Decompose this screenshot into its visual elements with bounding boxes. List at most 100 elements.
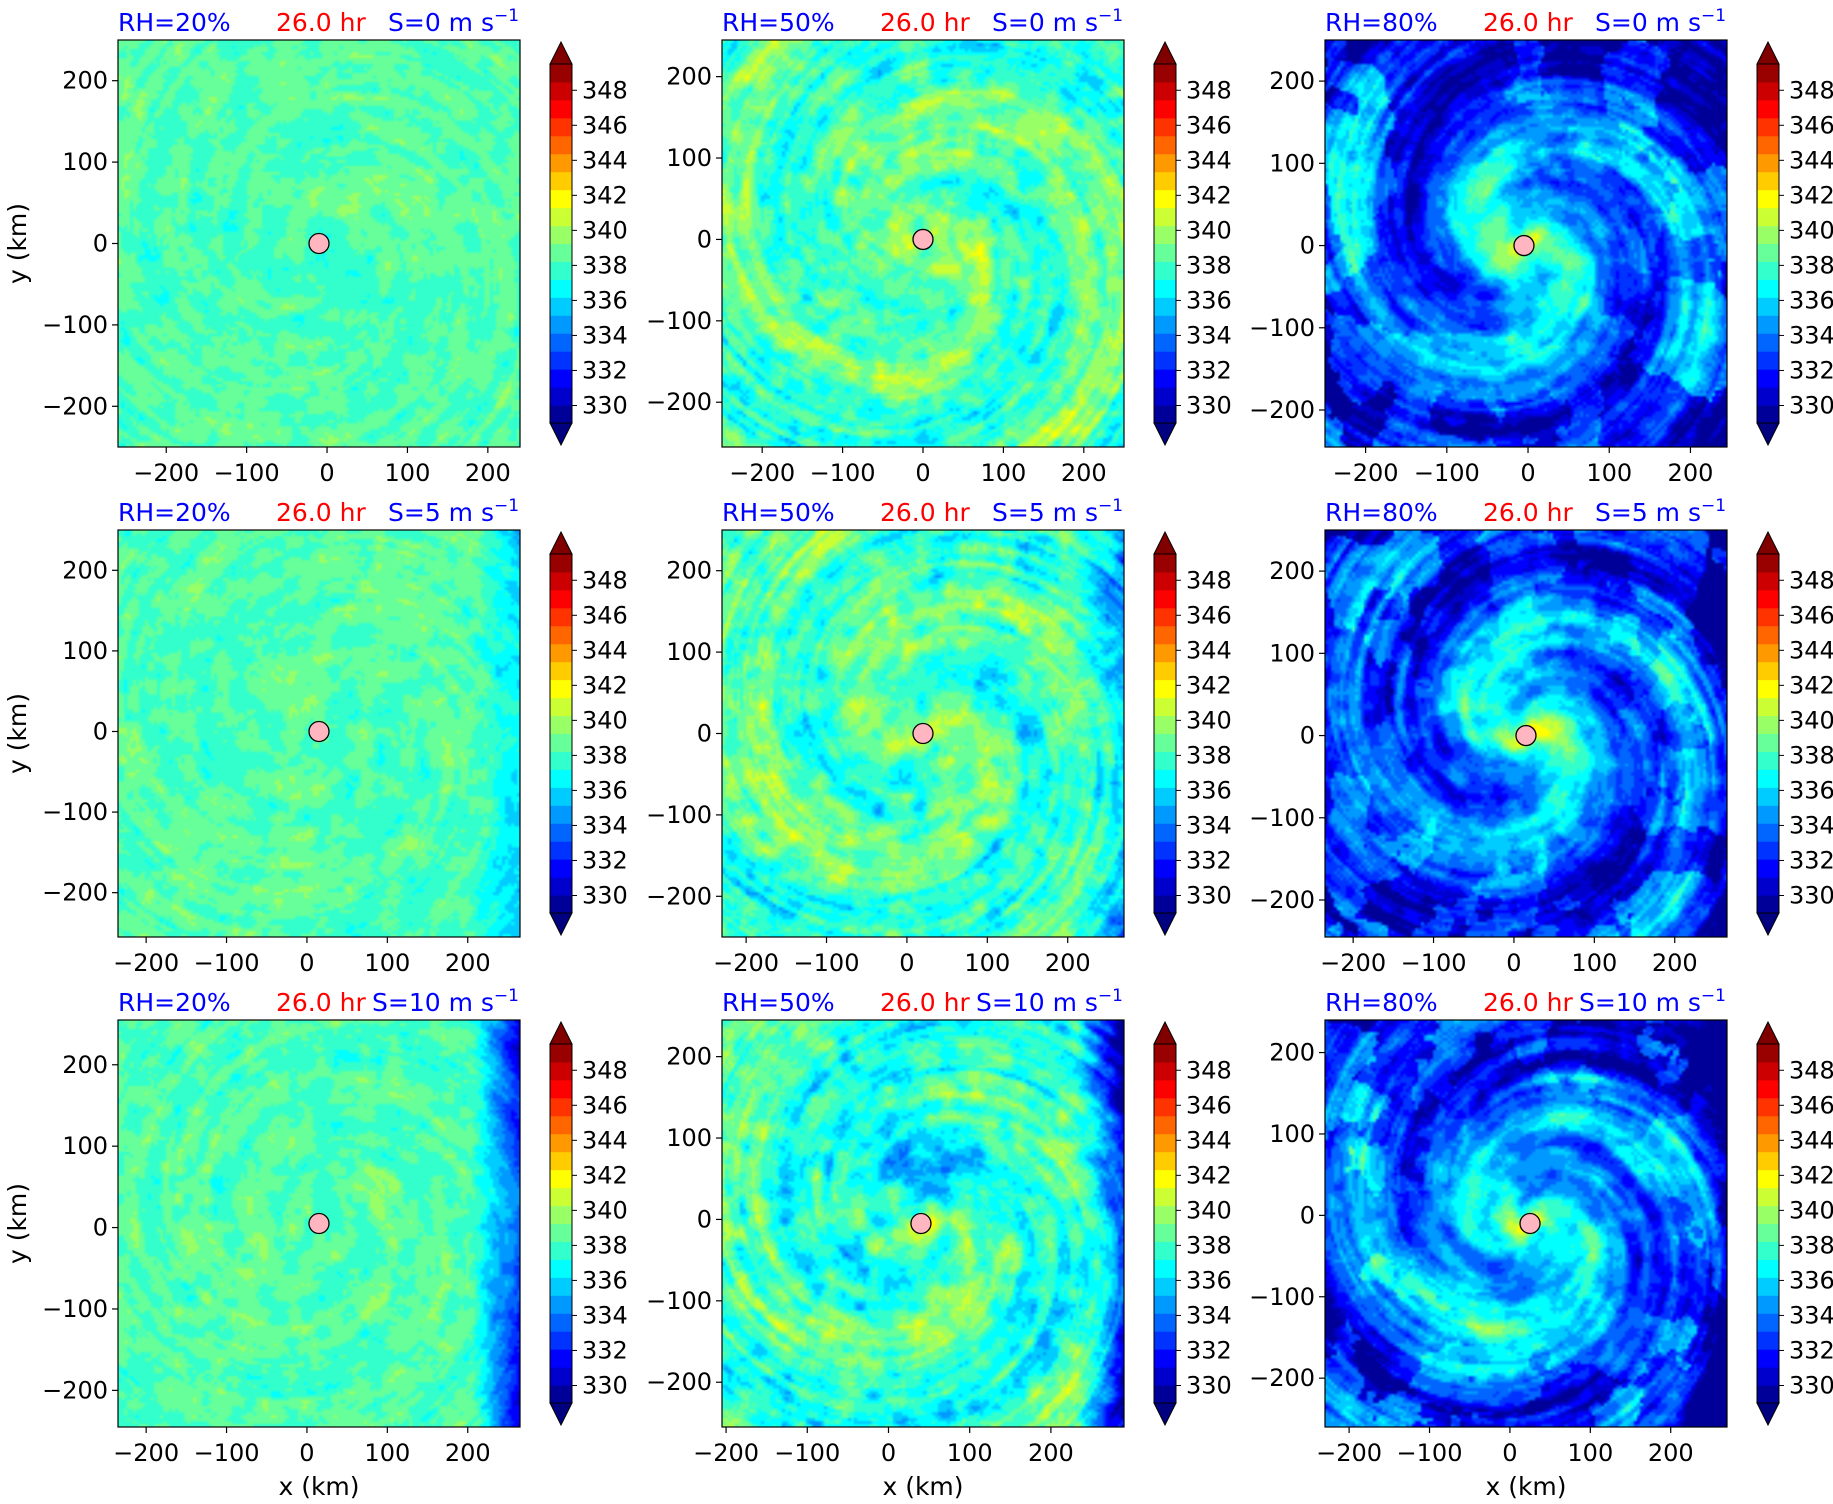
y-tick-label: 100 — [666, 144, 712, 172]
colorbar-frame — [549, 553, 573, 914]
x-tick-label: −100 — [194, 1439, 260, 1467]
y-tick-label: −100 — [646, 801, 712, 829]
colorbar-level — [1757, 1097, 1779, 1117]
time-label: 26.0 hr — [1483, 498, 1573, 527]
colorbar-tick-label: 338 — [582, 1231, 628, 1259]
colorbar-level — [1757, 895, 1779, 914]
colorbar-level — [1757, 405, 1779, 424]
colorbar-level — [1757, 315, 1779, 334]
colorbar-level — [1154, 81, 1176, 101]
y-tick-label: −100 — [42, 1295, 108, 1323]
colorbar-level — [550, 64, 572, 83]
colorbar-tick-label: 346 — [1789, 601, 1833, 629]
colorbar-extend-max — [1153, 1020, 1177, 1045]
colorbar-level — [550, 607, 572, 627]
colorbar-level — [1154, 225, 1176, 244]
colorbar-frame — [549, 1043, 573, 1404]
colorbar-level — [550, 805, 572, 824]
colorbar-tick-label: 336 — [582, 1266, 628, 1294]
y-tick-label: 0 — [1300, 232, 1315, 260]
x-tick-label: 200 — [445, 1439, 491, 1467]
colorbar-tick-label: 338 — [1789, 1231, 1833, 1259]
colorbar-level — [1154, 1349, 1176, 1368]
colorbar-tick-label: 334 — [582, 321, 628, 349]
colorbar-level — [1154, 841, 1176, 860]
colorbar-level — [1154, 1151, 1176, 1171]
time-label: 26.0 hr — [276, 988, 366, 1017]
x-tick-label: −100 — [774, 1439, 840, 1467]
colorbar-tick-label: 338 — [582, 741, 628, 769]
colorbar-level — [550, 643, 572, 663]
colorbar-level — [550, 697, 572, 717]
colorbar-level — [550, 1223, 572, 1242]
y-tick-label: −100 — [1249, 314, 1315, 342]
colorbar-tick-label: 330 — [1186, 1371, 1232, 1399]
colorbar-level — [1154, 207, 1176, 227]
colorbar-level — [550, 571, 572, 591]
shear-label: S=0 m s−1 — [388, 6, 519, 37]
colorbar-tick-label: 342 — [582, 1161, 628, 1189]
colorbar-level — [550, 1367, 572, 1386]
storm-center-marker — [1515, 724, 1537, 747]
colorbar-tick-label: 332 — [1789, 356, 1833, 384]
shear-unit-exponent: −1 — [1701, 6, 1726, 26]
colorbar-level — [550, 859, 572, 878]
shear-unit-exponent: −1 — [494, 986, 519, 1006]
shear-label: S=10 m s−1 — [372, 986, 519, 1017]
y-tick-label: 100 — [666, 1124, 712, 1152]
colorbar-level — [1757, 1259, 1779, 1278]
colorbar-level — [1757, 697, 1779, 717]
x-tick-label: −100 — [1414, 459, 1480, 487]
storm-center-marker — [912, 228, 934, 251]
colorbar-tick-label: 334 — [582, 1301, 628, 1329]
y-tick-label: 200 — [666, 63, 712, 91]
colorbar-tick-label: 348 — [1186, 1056, 1232, 1084]
shear-unit-exponent: −1 — [1098, 496, 1123, 516]
colorbar-extend-min — [1756, 912, 1780, 937]
x-tick-label: 0 — [1502, 1439, 1517, 1467]
colorbar-level — [1757, 225, 1779, 244]
x-tick-label: −200 — [113, 949, 179, 977]
y-tick-label: 100 — [1269, 1120, 1315, 1148]
colorbar-tick-label: 330 — [1789, 881, 1833, 909]
x-tick-label: −100 — [1397, 1439, 1463, 1467]
y-tick-label: −200 — [1249, 396, 1315, 424]
colorbar-tick-label: 344 — [1789, 146, 1833, 174]
colorbar-level — [1757, 1313, 1779, 1332]
shear-value: S=0 m s — [388, 8, 494, 37]
colorbar-tick-label: 346 — [1789, 111, 1833, 139]
colorbar-level — [1154, 1044, 1176, 1063]
plot-frame — [721, 1019, 1125, 1428]
rh-label: RH=50% — [722, 498, 835, 527]
colorbar-level — [550, 679, 572, 699]
y-tick-label: −200 — [42, 879, 108, 907]
y-tick-label: −200 — [42, 1376, 108, 1404]
colorbar-extend-min — [1153, 912, 1177, 937]
panel-2: −200 −100 0 100 200 −200 −100 0 100 200 RH=50% 26.0… — [646, 6, 1125, 487]
y-axis-title: y (km) — [3, 1183, 32, 1264]
colorbar-tick-label: 344 — [1186, 1126, 1232, 1154]
y-tick-label: 100 — [62, 1132, 108, 1160]
storm-center-marker — [308, 720, 330, 743]
y-tick-label: −100 — [42, 311, 108, 339]
colorbar-extend-max — [549, 530, 573, 555]
colorbar-tick-label: 344 — [582, 636, 628, 664]
colorbar-level — [1757, 589, 1779, 609]
x-tick-label: −200 — [1316, 1439, 1382, 1467]
x-tick-label: −100 — [1401, 949, 1467, 977]
x-tick-label: −100 — [214, 459, 280, 487]
time-label: 26.0 hr — [880, 8, 970, 37]
colorbar-level — [550, 153, 572, 173]
shear-unit-exponent: −1 — [494, 6, 519, 26]
colorbar-tick-label: 346 — [582, 1091, 628, 1119]
colorbar-level — [1154, 279, 1176, 298]
x-tick-label: 0 — [1506, 949, 1521, 977]
shear-label: S=0 m s−1 — [1595, 6, 1726, 37]
colorbar-tick-label: 344 — [1789, 1126, 1833, 1154]
y-tick-label: 100 — [62, 148, 108, 176]
colorbar-level — [550, 1331, 572, 1350]
colorbar-level — [550, 189, 572, 209]
y-tick-label: 0 — [697, 1205, 712, 1233]
colorbar-level — [1154, 769, 1176, 788]
